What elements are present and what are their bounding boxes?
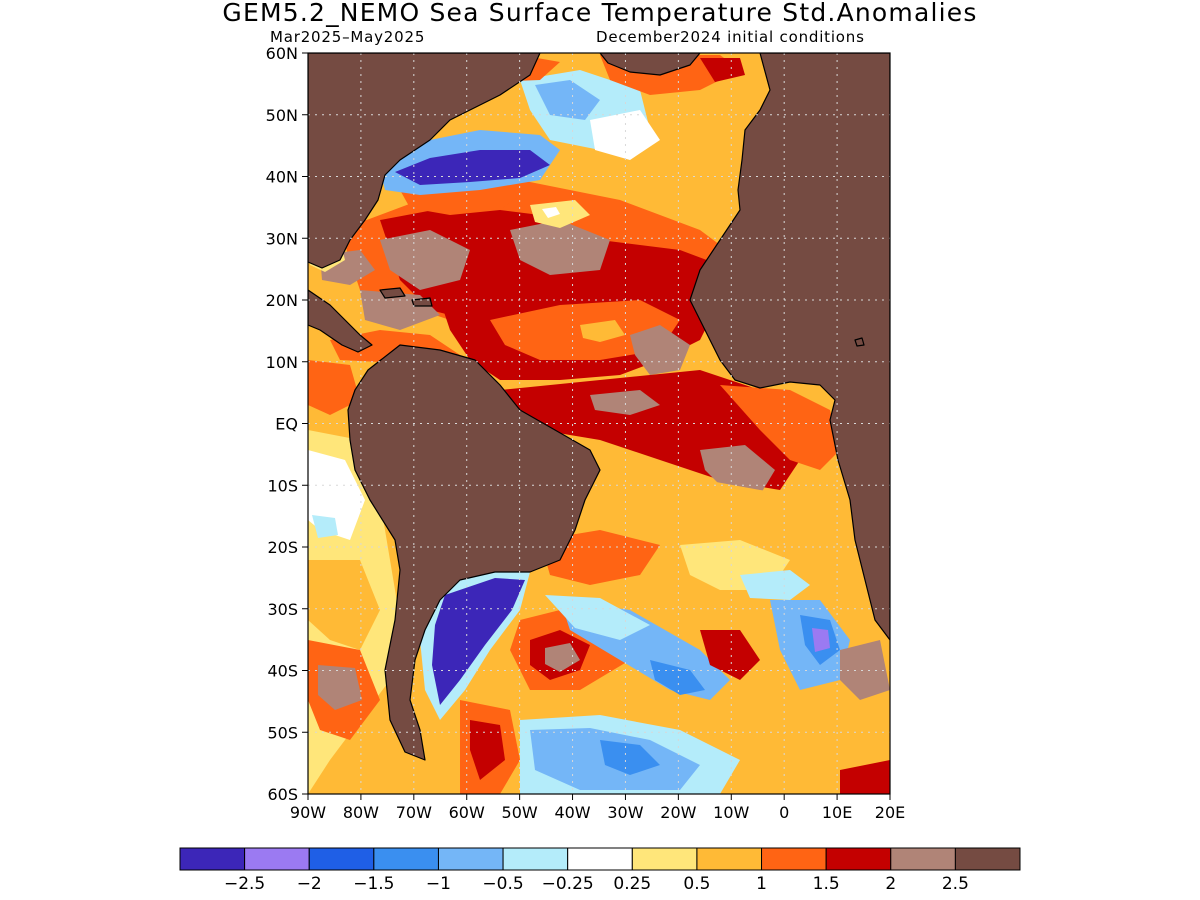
south-america xyxy=(347,344,601,761)
anomaly-field xyxy=(720,385,840,470)
anomaly-field xyxy=(580,320,625,342)
latitude-label: 30N xyxy=(266,229,298,248)
anomaly-field xyxy=(470,720,505,780)
anomaly-field xyxy=(700,58,745,82)
latitude-label: 40S xyxy=(267,662,298,681)
anomaly-field xyxy=(650,660,705,695)
colorbar-label: −0.25 xyxy=(542,874,594,894)
anomaly-field xyxy=(590,390,660,415)
longitude-label: 20W xyxy=(660,803,696,822)
colorbar-label: −2.5 xyxy=(224,874,265,894)
anomaly-field xyxy=(312,515,338,538)
anomaly-field xyxy=(318,665,362,710)
anomaly-field xyxy=(590,110,660,160)
anomaly-field xyxy=(840,640,890,700)
longitude-label: 30W xyxy=(607,803,643,822)
anomaly-field xyxy=(700,630,760,680)
north-america xyxy=(308,53,541,269)
anomaly-field xyxy=(600,740,660,775)
colorbar-label: −2 xyxy=(297,874,322,894)
colorbar-label: 2 xyxy=(885,874,896,894)
latitude-label: 60N xyxy=(266,44,298,63)
anomaly-field xyxy=(535,80,600,120)
longitude-label: 80W xyxy=(343,803,379,822)
colorbar-swatch xyxy=(954,847,1021,871)
anomaly-field xyxy=(540,530,660,585)
central-america xyxy=(308,289,373,353)
latitude-label: 50S xyxy=(267,723,298,742)
colorbar-swatch xyxy=(244,847,310,871)
anomaly-field xyxy=(510,220,610,275)
longitude-label: 40W xyxy=(554,803,590,822)
anomaly-field xyxy=(380,230,470,290)
colorbar-swatch xyxy=(696,847,763,871)
colorbar-swatch xyxy=(567,847,633,871)
longitude-label: 90W xyxy=(290,803,326,822)
colorbar-swatch xyxy=(761,847,827,871)
colorbar-swatch xyxy=(825,847,892,871)
greenland xyxy=(599,53,701,76)
land xyxy=(308,53,890,761)
latitude-axis: 60N 50N 40N 30N 20N 10N EQ 10S 20S 30S 40S 50S 60S xyxy=(266,44,308,804)
anomaly-field xyxy=(545,643,580,672)
latitude-label: 60S xyxy=(267,785,298,804)
longitude-label: 10W xyxy=(713,803,749,822)
colorbar-swatch xyxy=(308,847,375,871)
latitude-label: 30S xyxy=(267,600,298,619)
colorbar-swatch xyxy=(373,847,439,871)
anomaly-field xyxy=(308,560,380,650)
longitude-label: 0 xyxy=(779,803,789,822)
colorbar-label: 0.5 xyxy=(683,874,710,894)
latitude-label: 10S xyxy=(267,476,298,495)
map-area xyxy=(308,53,890,794)
anomaly-field xyxy=(542,207,560,218)
anomaly-field xyxy=(630,325,690,375)
latitude-label: 50N xyxy=(266,106,298,125)
initial-conditions-label: December2024 initial conditions xyxy=(596,28,865,46)
latitude-label: EQ xyxy=(275,415,298,434)
colorbar-swatch xyxy=(179,847,246,871)
colorbar-swatch xyxy=(502,847,569,871)
colorbar-label: −1.5 xyxy=(353,874,394,894)
latitude-label: 10N xyxy=(266,353,298,372)
anomaly-field xyxy=(432,578,525,705)
colorbar-label: 1.5 xyxy=(813,874,840,894)
map-title: GEM5.2_NEMO Sea Surface Temperature Std.… xyxy=(222,0,978,27)
forecast-season: Mar2025–May2025 xyxy=(270,28,426,46)
madagascar-edge xyxy=(854,337,865,347)
longitude-label: 70W xyxy=(396,803,432,822)
latitude-label: 20N xyxy=(266,291,298,310)
anomaly-fields xyxy=(308,55,890,794)
anomaly-field xyxy=(812,628,830,652)
anomaly-field xyxy=(545,595,650,640)
colorbar-label: −1 xyxy=(426,874,451,894)
longitude-label: 10E xyxy=(822,803,852,822)
latitude-label: 20S xyxy=(267,538,298,557)
colorbar-label: 2.5 xyxy=(942,874,969,894)
colorbar-label: 1 xyxy=(756,874,767,894)
longitude-label: 50W xyxy=(502,803,538,822)
longitude-label: 20E xyxy=(875,803,905,822)
longitude-axis: 90W 80W 70W 60W 50W 40W 30W 20W 10W 0 10E 20E xyxy=(290,794,905,822)
colorbar-label: 0.25 xyxy=(613,874,651,894)
graticule xyxy=(308,53,890,794)
anomaly-field xyxy=(740,570,810,600)
latitude-label: 40N xyxy=(266,168,298,187)
colorbar-swatch xyxy=(631,847,698,871)
colorbar-swatch xyxy=(437,847,504,871)
anomaly-field xyxy=(308,360,360,415)
colorbar-swatch xyxy=(890,847,956,871)
colorbar-label: −0.5 xyxy=(482,874,523,894)
longitude-label: 60W xyxy=(449,803,485,822)
anomaly-field xyxy=(840,760,890,794)
caribbean-islands xyxy=(379,287,433,307)
europe-africa xyxy=(689,53,890,641)
